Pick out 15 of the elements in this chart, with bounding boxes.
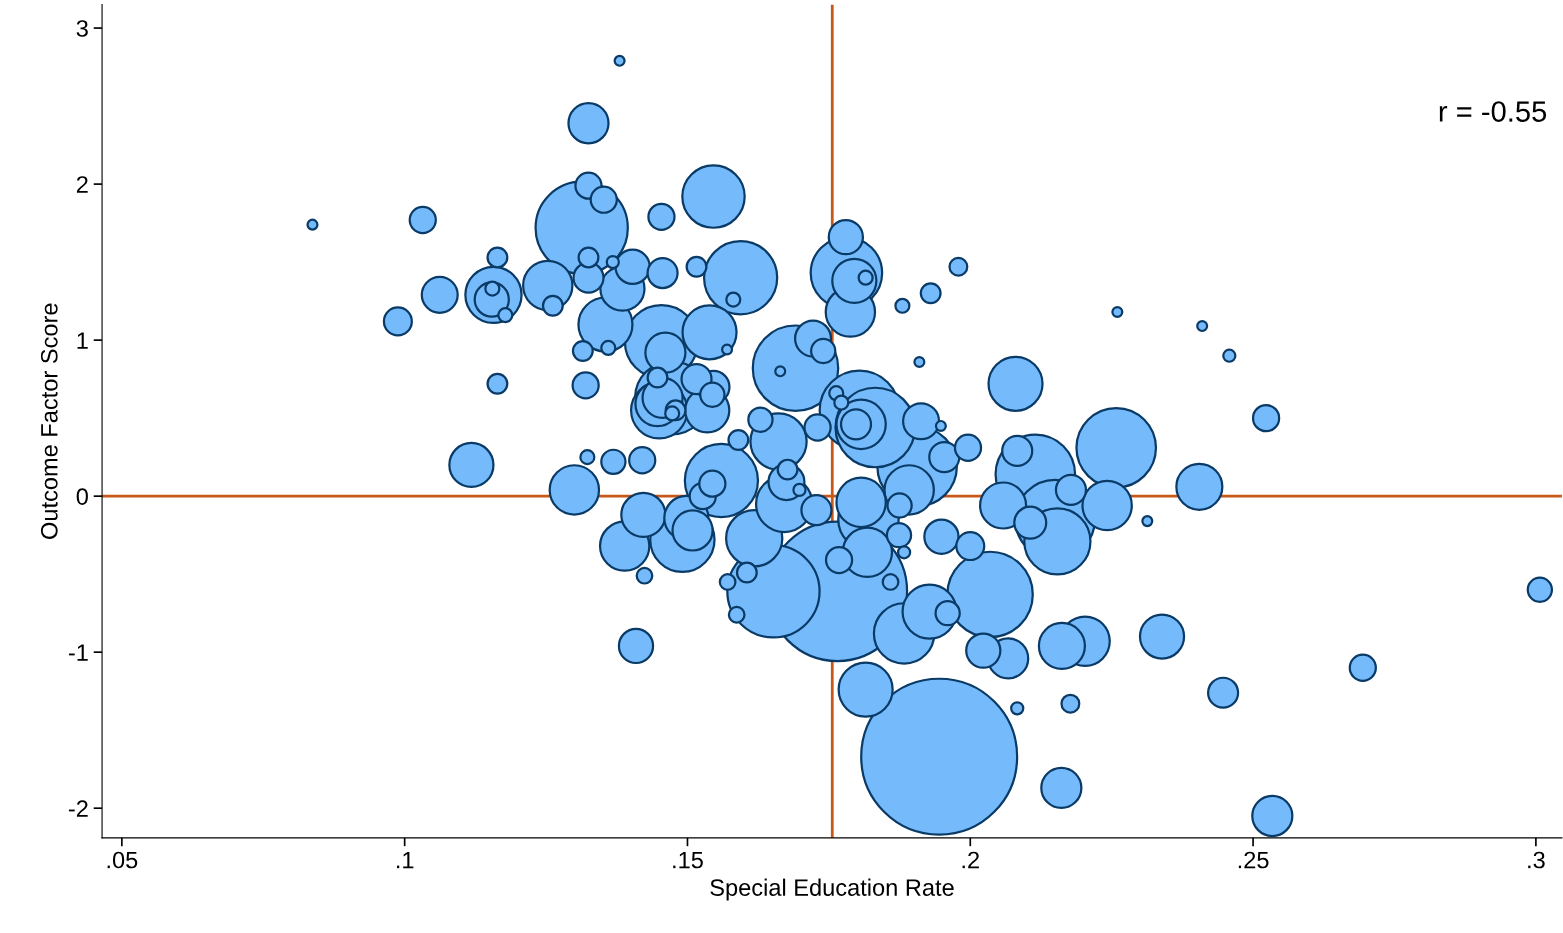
x-tick-label: .25 bbox=[1238, 851, 1269, 869]
x-tick-label: .2 bbox=[962, 851, 979, 869]
y-tick-label: -1 bbox=[68, 644, 88, 661]
y-tick-label: 3 bbox=[76, 20, 88, 37]
annotation: r = -0.55 bbox=[1439, 101, 1547, 122]
y-tick-label: 0 bbox=[76, 488, 88, 505]
y-tick-label: 1 bbox=[77, 332, 88, 349]
y-axis-title: Outcome Factor Score bbox=[40, 303, 58, 539]
x-tick-label: .3 bbox=[1528, 851, 1545, 869]
y-tick-label: -2 bbox=[68, 800, 88, 817]
x-axis-title: Special Education Rate bbox=[710, 878, 954, 901]
x-tick-label: .05 bbox=[107, 851, 138, 869]
x-tick-label: .1 bbox=[396, 851, 414, 869]
x-tick-label: .15 bbox=[673, 851, 703, 869]
y-tick-label: 2 bbox=[76, 176, 88, 193]
